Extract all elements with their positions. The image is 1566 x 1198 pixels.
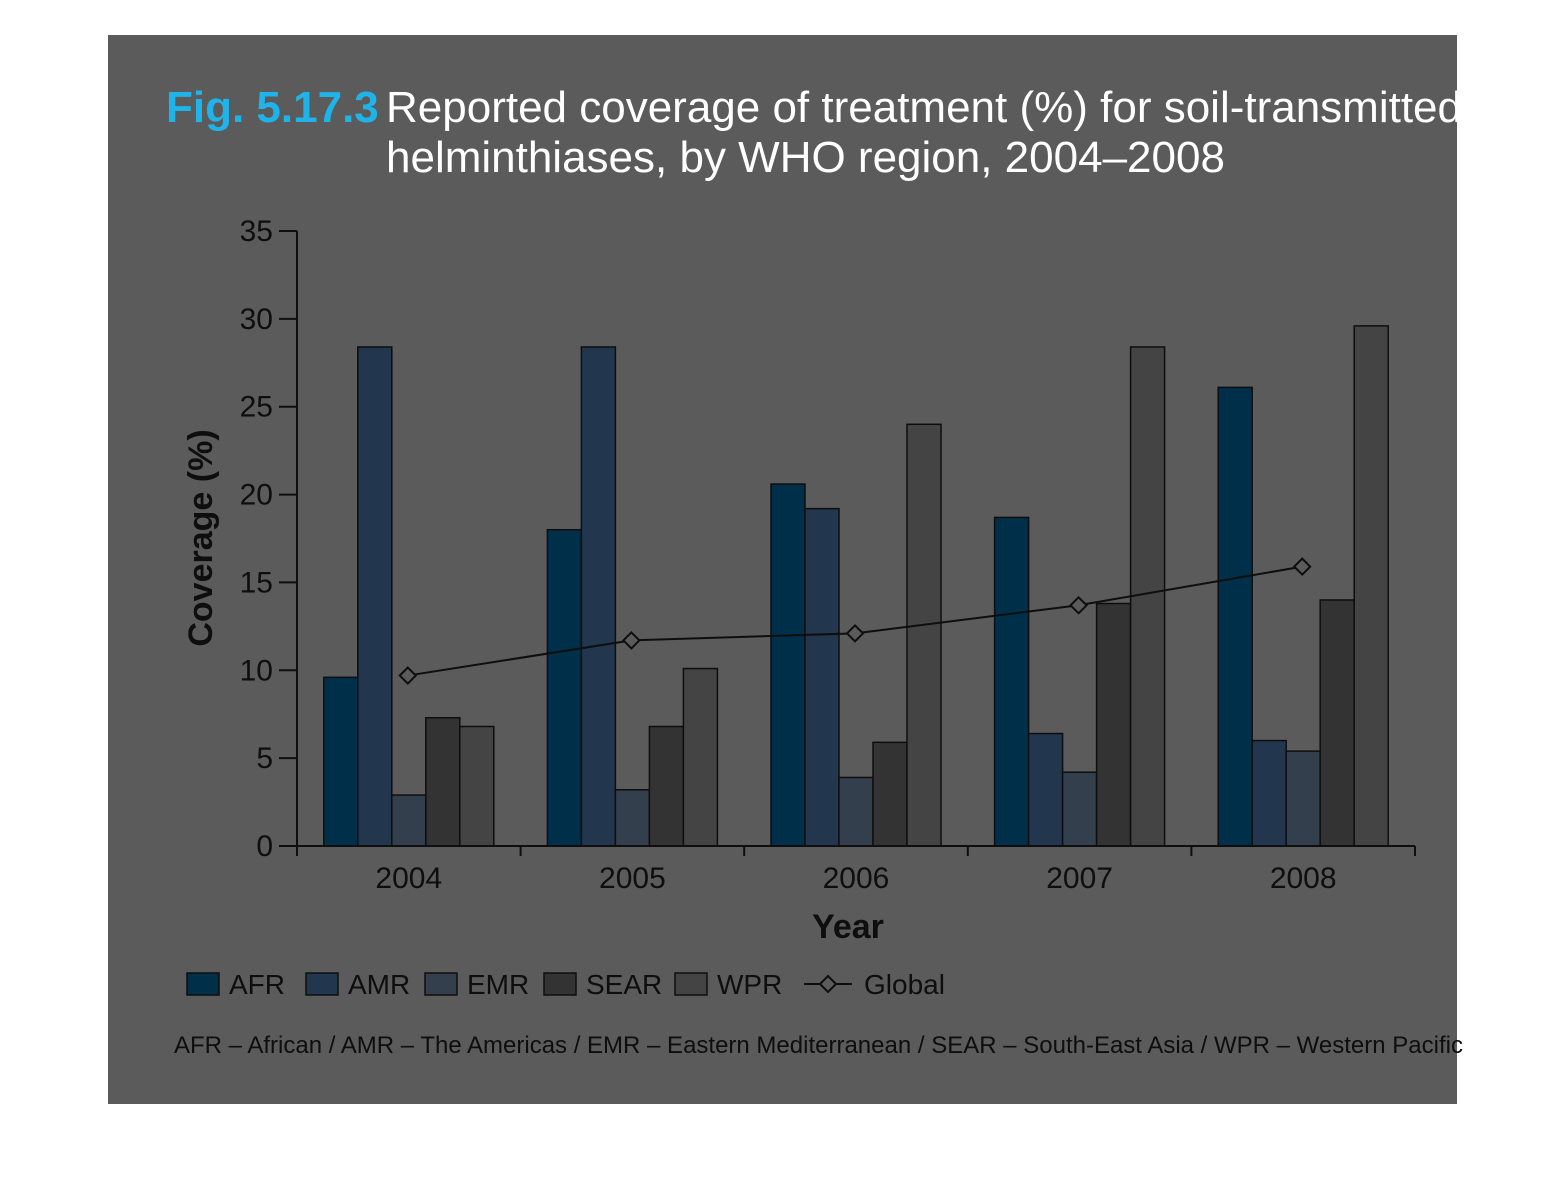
chart-title-line-1: Reported coverage of treatment (%) for s… [386, 83, 1462, 132]
global-marker-2004 [398, 666, 418, 685]
legend-swatch-amr [305, 972, 339, 996]
y-tick-label-5: 5 [256, 742, 273, 775]
bar-wpr-2004 [459, 725, 495, 847]
bar-emr-2005 [614, 789, 651, 847]
legend-swatch-afr [186, 972, 220, 996]
global-line-layer [398, 557, 1312, 685]
legend-label-sear: SEAR [586, 969, 662, 1000]
legend-swatch-wpr [674, 972, 708, 996]
y-tick-label-25: 25 [240, 391, 273, 424]
global-line [407, 565, 1303, 677]
y-tick-label-15: 15 [240, 566, 273, 599]
x-tick-label-2005: 2005 [599, 862, 666, 895]
y-tick-label-35: 35 [240, 215, 273, 248]
legend-label-wpr: WPR [717, 969, 782, 1000]
legend-marker-global [818, 974, 838, 994]
global-marker-2006 [845, 623, 865, 643]
y-axis-ticks: 0 5 10 15 20 25 30 35 [240, 215, 297, 863]
bar-emr-2008 [1285, 750, 1321, 847]
legend-swatch-emr [424, 972, 458, 996]
legend-label-afr: AFR [229, 969, 285, 1000]
bar-sear-2007 [1095, 602, 1132, 847]
bar-amr-2008 [1251, 739, 1287, 847]
bar-wpr-2006 [906, 423, 942, 847]
bar-sear-2008 [1319, 599, 1355, 847]
bars-layer [323, 325, 1389, 847]
bar-amr-2007 [1027, 732, 1064, 847]
global-marker-2007 [1069, 595, 1089, 615]
global-marker-2005 [621, 631, 641, 650]
y-tick-label-10: 10 [240, 654, 273, 687]
chart-title-line-2: helminthiases, by WHO region, 2004–2008 [386, 133, 1225, 182]
global-marker-2008 [1292, 557, 1312, 577]
legend-swatch-sear [543, 972, 577, 996]
x-tick-label-2008: 2008 [1270, 862, 1337, 895]
x-axis-ticks: 2004 2005 2006 2007 2008 [296, 846, 1416, 895]
bar-afr-2006 [770, 483, 806, 847]
bar-wpr-2005 [682, 667, 719, 847]
x-tick-label-2004: 2004 [375, 862, 442, 895]
footnote: AFR – African / AMR – The Americas / EMR… [174, 1032, 1463, 1059]
x-tick-label-2007: 2007 [1046, 862, 1113, 895]
bar-emr-2007 [1061, 771, 1098, 847]
bar-wpr-2008 [1353, 325, 1389, 847]
bar-sear-2005 [648, 725, 685, 847]
bar-emr-2006 [838, 776, 874, 847]
bar-afr-2007 [993, 516, 1030, 847]
legend: AFR AMR EMR SEAR WPR Global [186, 969, 945, 1000]
bar-wpr-2007 [1129, 346, 1166, 847]
bar-afr-2008 [1217, 386, 1253, 847]
bar-amr-2006 [804, 507, 840, 847]
y-tick-label-0: 0 [256, 830, 273, 863]
bar-sear-2006 [872, 741, 908, 847]
y-tick-label-20: 20 [240, 479, 273, 512]
x-axis-title: Year [812, 908, 884, 946]
bar-sear-2004 [425, 716, 461, 847]
bar-amr-2005 [580, 346, 617, 847]
bar-afr-2005 [546, 528, 583, 847]
y-axis-title: Coverage (%) [182, 429, 220, 646]
bar-emr-2004 [391, 794, 427, 847]
legend-label-amr: AMR [348, 969, 410, 1000]
legend-label-global: Global [864, 969, 945, 1000]
bar-amr-2004 [357, 346, 393, 847]
figure-label: Fig. 5.17.3 [166, 83, 379, 132]
y-tick-label-30: 30 [240, 303, 273, 336]
legend-label-emr: EMR [467, 969, 529, 1000]
bar-afr-2004 [323, 676, 359, 847]
x-tick-label-2006: 2006 [823, 862, 890, 895]
